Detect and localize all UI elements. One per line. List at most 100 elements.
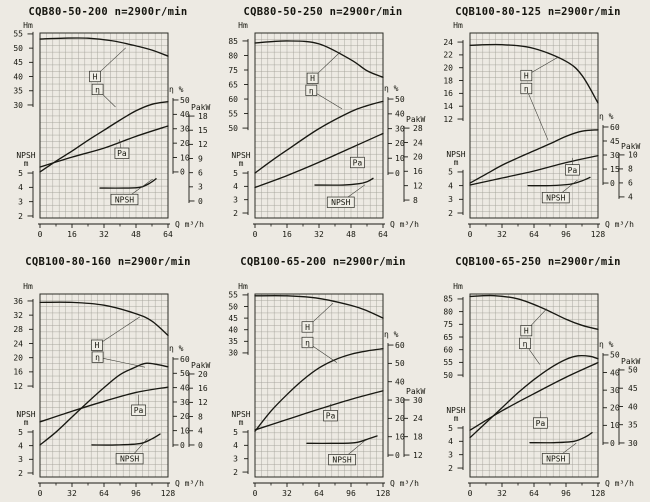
chart-panel-cqb80-50-250: CQB80-50-250 n=2900r/min 85 80 75 65 60 55 50 H… xyxy=(215,0,435,250)
axis-text: 4 xyxy=(198,427,203,436)
axis-text: 6 xyxy=(628,179,633,188)
axis-text: 0 xyxy=(180,441,185,450)
axis-text: Q m³/h xyxy=(605,479,634,488)
axis-text: PakW xyxy=(621,142,640,151)
axis-text: 0 xyxy=(253,230,258,239)
axis-text: 8 xyxy=(628,165,633,174)
axis-text: 0 xyxy=(468,230,473,239)
axis-text: Hm xyxy=(453,21,463,30)
chart-title: CQB100-65-200 n=2900r/min xyxy=(240,256,406,268)
axis-text: 5 xyxy=(233,428,238,437)
axis-text: 20 xyxy=(13,353,23,362)
annotation-power: Pa xyxy=(323,403,338,422)
axis-text: PakW xyxy=(191,361,210,370)
axis-text: Pa xyxy=(326,412,336,421)
power-axis: 20 16 12 8 4 0 xyxy=(188,370,208,450)
axis-text: H xyxy=(95,341,100,350)
axis-text: m xyxy=(454,414,459,423)
axis-text: 0 xyxy=(395,451,400,460)
axis-text: 28 xyxy=(413,124,423,133)
eta-axis: 60 45 30 15 0 xyxy=(602,123,620,188)
axis-text: H xyxy=(93,72,98,81)
eta-curve xyxy=(39,362,169,446)
eta-axis: 60 50 40 30 20 10 0 xyxy=(387,341,405,460)
axis-text: 0 xyxy=(38,230,43,239)
axis-text: 30 xyxy=(228,349,238,358)
annotation-head: H xyxy=(301,302,334,333)
axis-text: 20 xyxy=(180,412,190,421)
axis-text: NPSH xyxy=(231,151,250,160)
axis-text: 45 xyxy=(610,137,620,146)
chart-panel-cqb100-80-160: CQB100-80-160 n=2900r/min 36 32 28 24 20 16 12… xyxy=(0,250,220,502)
axis-text: 50 xyxy=(628,366,638,375)
axis-text: η xyxy=(305,338,310,347)
axis-text: 12 xyxy=(198,140,208,149)
npsh-curve xyxy=(314,177,374,186)
axis-text: 20 xyxy=(198,370,208,379)
axis-text: Pa xyxy=(536,419,546,428)
plot-border xyxy=(469,293,599,478)
axis-text: 3 xyxy=(18,197,23,206)
axis-text: 50 xyxy=(180,369,190,378)
axis-text: PakW xyxy=(621,357,640,366)
axis-text: 0 xyxy=(468,489,473,498)
axis-text: 24 xyxy=(413,414,423,423)
chart-panel-cqb100-65-200: CQB100-65-200 n=2900r/min 55 50 45 40 35 30 Hm… xyxy=(215,250,435,502)
axis-text: 32 xyxy=(99,230,109,239)
plot-border xyxy=(39,293,169,478)
head-axis: 85 80 75 65 60 55 50 xyxy=(443,295,464,380)
grid xyxy=(255,294,383,477)
axis-text: 64 xyxy=(314,489,324,498)
axis-text: H xyxy=(524,71,529,80)
head-curve xyxy=(254,40,384,78)
power-axis: 10 8 6 4 xyxy=(618,151,638,202)
annotation-power: Pa xyxy=(533,411,548,429)
eta-curve xyxy=(254,100,384,174)
axis-text: 65 xyxy=(228,80,238,89)
axis-text: 5 xyxy=(18,169,23,178)
axis-text: 22 xyxy=(443,51,453,60)
axis-text: 36 xyxy=(13,297,23,306)
axis-text: 64 xyxy=(163,230,173,239)
axis-text: η xyxy=(95,353,100,362)
axis-text: 32 xyxy=(497,489,507,498)
axis-text: 64 xyxy=(529,489,539,498)
axis-text: 60 xyxy=(395,341,405,350)
eta-curve xyxy=(39,101,169,173)
axis-text: 18 xyxy=(413,432,423,441)
axis-text: 60 xyxy=(228,95,238,104)
axis-text: 80 xyxy=(228,51,238,60)
axis-text: 30 xyxy=(628,439,638,448)
axis-text: Hm xyxy=(238,21,248,30)
axis-text: 32 xyxy=(67,489,77,498)
annotation-eta: η xyxy=(519,337,540,365)
axis-text: η % xyxy=(169,85,184,94)
annotation-npsh: NPSH xyxy=(541,179,578,204)
chart-panel-cqb100-65-250: CQB100-65-250 n=2900r/min 85 80 75 65 60 55 50… xyxy=(430,250,650,502)
axis-text: 4 xyxy=(233,182,238,191)
axis-text: NPSH xyxy=(332,456,351,465)
axis-text: NPSH xyxy=(546,194,565,203)
axis-text: 40 xyxy=(395,110,405,119)
axis-text: Pa xyxy=(353,158,363,167)
axis-text: 50 xyxy=(395,359,405,368)
npsh-curve xyxy=(306,435,378,445)
axis-text: 0 xyxy=(253,489,258,498)
annotation-eta: η xyxy=(305,84,343,110)
axis-text: 0 xyxy=(610,439,615,448)
axis-text: η xyxy=(309,86,314,95)
axis-text: 5 xyxy=(233,169,238,178)
npsh-axis: 5 4 3 2 xyxy=(448,168,464,218)
axis-text: 55 xyxy=(13,30,23,39)
power-curve xyxy=(39,386,169,423)
axis-text: 8 xyxy=(198,412,203,421)
axis-text: 50 xyxy=(228,124,238,133)
axis-text: 50 xyxy=(610,351,620,360)
axis-text: 20 xyxy=(395,414,405,423)
axis-text: Q m³/h xyxy=(175,220,204,229)
axis-text: 32 xyxy=(497,230,507,239)
axis-text: 6 xyxy=(198,168,203,177)
